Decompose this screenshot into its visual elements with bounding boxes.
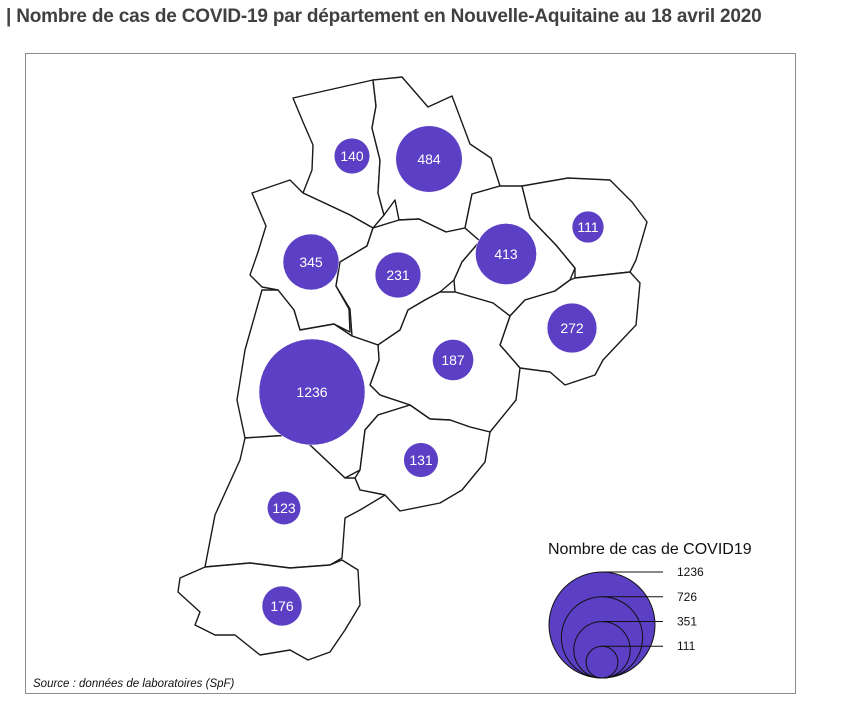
legend-label-351: 351 [677, 615, 697, 629]
bubble-dept-87 [475, 223, 537, 285]
bubble-label-dept-24: 187 [441, 352, 465, 368]
bubble-label-dept-86: 484 [417, 151, 441, 167]
bubble-dept-33 [258, 338, 366, 446]
bubble-label-dept-47: 131 [409, 452, 433, 468]
bubble-label-dept-19: 272 [560, 320, 584, 336]
bubble-label-dept-87: 413 [494, 246, 518, 262]
bubble-label-dept-17: 345 [299, 254, 323, 270]
bubble-dept-16 [374, 251, 422, 299]
bubble-dept-23 [571, 210, 605, 244]
map-frame [25, 53, 796, 694]
bubble-dept-64 [261, 585, 303, 627]
bubble-dept-24 [432, 339, 474, 381]
legend-label-726: 726 [677, 590, 697, 604]
bubble-label-dept-64: 176 [270, 598, 294, 614]
legend-label-111: 111 [677, 639, 696, 653]
bubble-label-dept-79: 140 [340, 148, 364, 164]
bubble-dept-19 [546, 302, 598, 354]
bubble-label-dept-23: 111 [577, 219, 598, 235]
legend-label-1236: 1236 [677, 565, 704, 579]
case-bubbles: 140 484 345 231 413 111 272 187 1236 131 123 176 [258, 125, 605, 627]
bubble-dept-17 [282, 233, 340, 291]
legend-circle-1236 [548, 571, 656, 679]
bubble-label-dept-33: 1236 [296, 384, 327, 400]
bubble-dept-86 [395, 125, 463, 193]
legend-circles: 1236 726 351 111 [548, 565, 704, 679]
source-note: Source : données de laboratoires (SpF) [33, 678, 235, 690]
legend-title: Nombre de cas de COVID19 [548, 541, 752, 558]
bubble-dept-79 [333, 137, 371, 175]
map-title: | Nombre de cas de COVID-19 par départem… [6, 6, 762, 27]
bubble-label-dept-40: 123 [272, 500, 296, 516]
bubble-label-dept-16: 231 [386, 267, 410, 283]
bubble-dept-47 [403, 442, 439, 478]
bubble-dept-40 [267, 491, 301, 525]
